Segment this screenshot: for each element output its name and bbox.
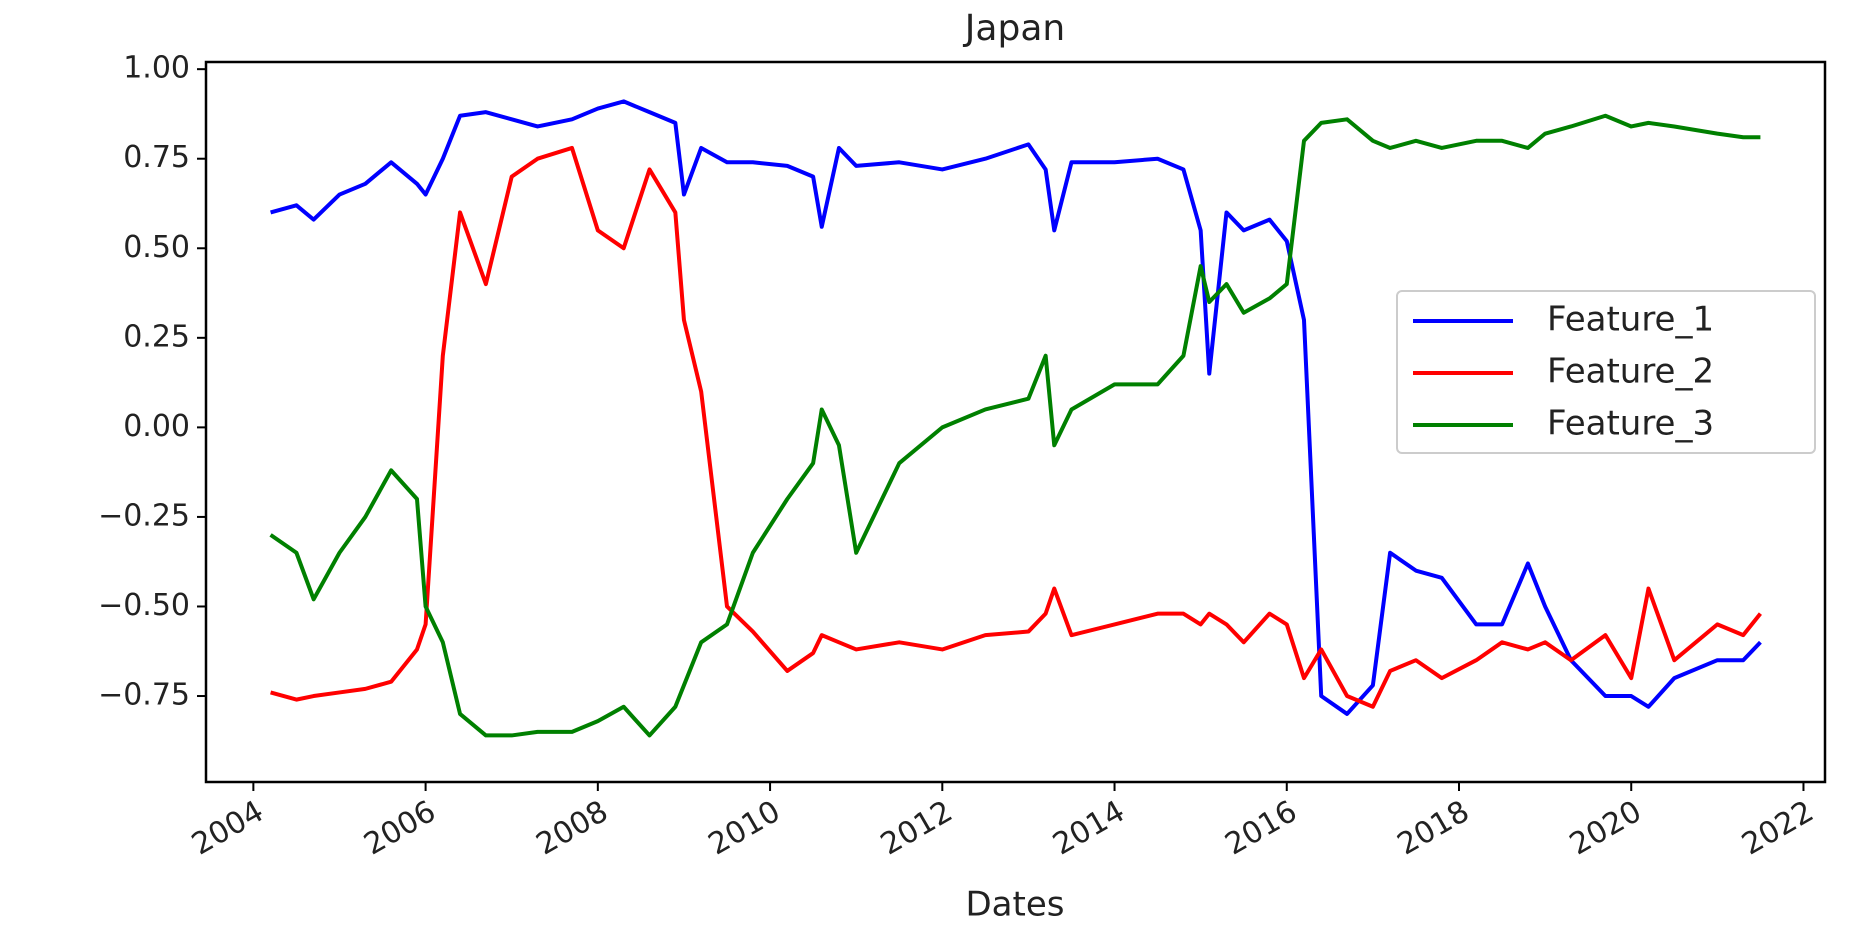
y-tick-label: 0.75 <box>123 140 190 175</box>
x-tick-label: 2008 <box>530 794 614 862</box>
x-tick-label: 2014 <box>1047 794 1131 862</box>
x-tick-label: 2018 <box>1392 794 1476 862</box>
x-tick-label: 2016 <box>1219 794 1303 862</box>
plot-frame <box>204 60 1827 784</box>
y-tick-label: 0.00 <box>123 409 190 444</box>
x-tick-label: 2020 <box>1564 794 1648 862</box>
x-tick-label: 2022 <box>1736 794 1820 862</box>
y-tick-label: −0.75 <box>98 678 190 713</box>
legend-label: Feature_1 <box>1547 300 1714 340</box>
y-tick-label: 1.00 <box>123 51 190 86</box>
x-tick-label: 2006 <box>358 794 442 862</box>
x-tick-label: 2012 <box>875 794 959 862</box>
x-tick-label: 2010 <box>703 794 787 862</box>
y-tick-label: 0.50 <box>123 230 190 265</box>
legend-label: Feature_2 <box>1547 352 1714 392</box>
x-tick-label: 2004 <box>186 794 270 862</box>
y-tick-label: −0.50 <box>98 588 190 623</box>
legend-box <box>1396 290 1816 454</box>
series-line <box>270 99 1762 716</box>
chart-title: Japan <box>963 8 1065 49</box>
y-tick-label: −0.25 <box>98 498 190 533</box>
series-line <box>269 113 1761 738</box>
y-tick-label: 0.25 <box>123 319 190 354</box>
legend-label: Feature_3 <box>1547 404 1714 444</box>
series-line <box>270 145 1762 709</box>
x-axis-label: Dates <box>966 885 1065 925</box>
